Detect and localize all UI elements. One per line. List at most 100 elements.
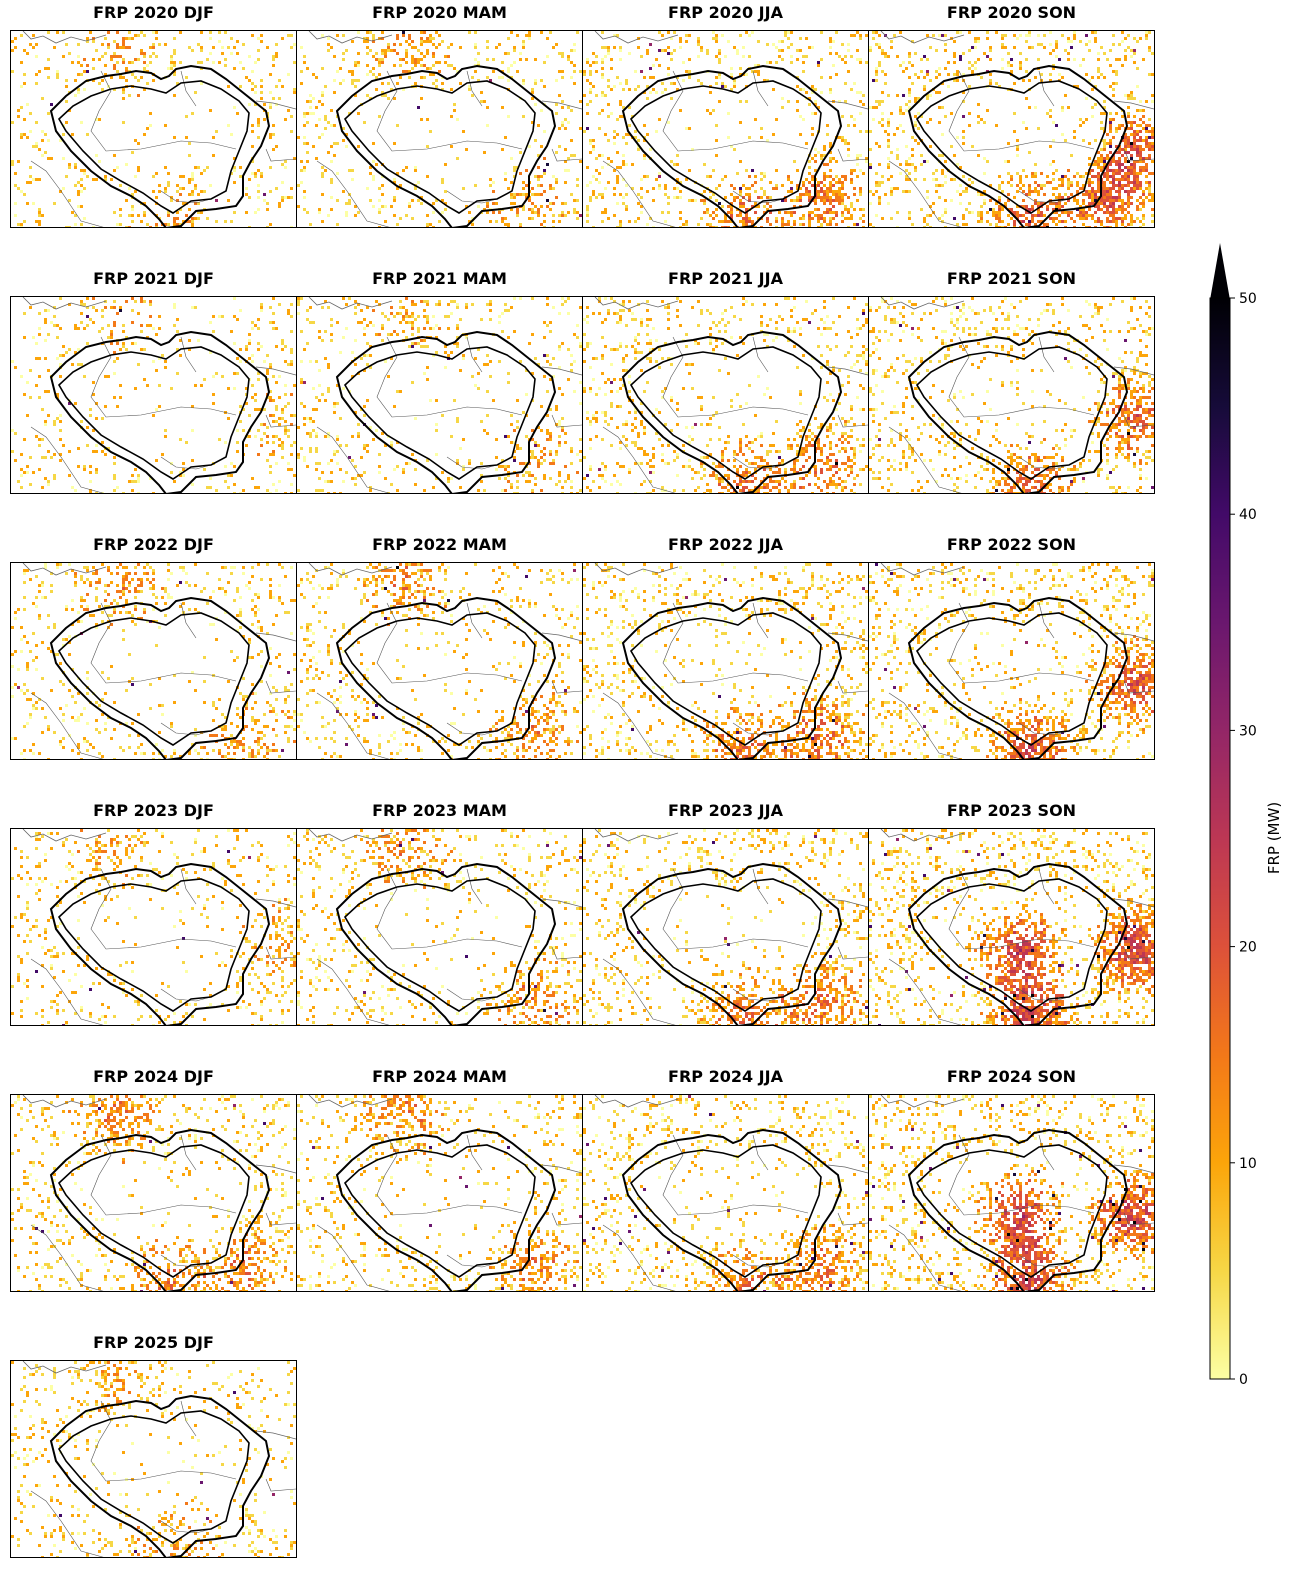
fire-pixels bbox=[11, 1361, 296, 1557]
frp-map bbox=[11, 563, 296, 759]
panel-title: FRP 2023 MAM bbox=[372, 801, 507, 820]
frp-map bbox=[11, 1361, 296, 1557]
basin-outer-boundary bbox=[49, 1128, 271, 1291]
basin-outer-boundary bbox=[907, 64, 1129, 227]
country-borders bbox=[602, 602, 868, 759]
panel-title: FRP 2021 SON bbox=[946, 269, 1077, 288]
basin-outer-boundary bbox=[49, 64, 271, 227]
frp-map bbox=[869, 297, 1154, 493]
basin-inner-boundary bbox=[629, 612, 822, 746]
country-borders bbox=[888, 602, 1154, 759]
country-borders bbox=[30, 602, 296, 759]
basin-inner-boundary bbox=[343, 878, 536, 1012]
country-borders bbox=[602, 1134, 868, 1291]
panel-title: FRP 2024 SON bbox=[946, 1067, 1077, 1086]
basin-outer-boundary bbox=[335, 64, 557, 227]
basin-inner-boundary bbox=[57, 878, 250, 1012]
basin-inner-boundary bbox=[343, 612, 536, 746]
coastline bbox=[308, 563, 582, 642]
fire-pixels bbox=[583, 563, 868, 759]
basin-outer-boundary bbox=[907, 330, 1129, 493]
colorbar-svg: 0 10 20 30 40 50 FRP (MW) bbox=[1209, 243, 1283, 1388]
basin-outer-boundary bbox=[621, 862, 843, 1025]
panel-title: FRP 2023 SON bbox=[946, 801, 1077, 820]
fire-pixels bbox=[11, 1095, 296, 1291]
basin-inner-boundary bbox=[915, 346, 1108, 480]
coastline bbox=[22, 563, 296, 642]
coastline bbox=[594, 1095, 868, 1174]
colorbar-extend-arrow bbox=[1210, 243, 1230, 300]
map-frame bbox=[582, 30, 869, 228]
basin-inner-boundary bbox=[57, 1144, 250, 1278]
frp-map bbox=[583, 563, 868, 759]
frp-map bbox=[583, 1095, 868, 1291]
coastline bbox=[594, 31, 868, 110]
map-frame bbox=[296, 828, 583, 1026]
map-frame bbox=[10, 562, 297, 760]
frp-map bbox=[297, 297, 582, 493]
map-frame bbox=[296, 1094, 583, 1292]
colorbar-tick-label: 20 bbox=[1239, 940, 1257, 956]
colorbar-gradient bbox=[1209, 297, 1231, 1380]
fire-pixels bbox=[11, 297, 296, 493]
map-frame bbox=[868, 30, 1155, 228]
frp-map bbox=[869, 31, 1154, 227]
country-borders bbox=[888, 868, 1154, 1025]
panel-title: FRP 2021 DJF bbox=[93, 269, 214, 288]
basin-inner-boundary bbox=[629, 346, 822, 480]
basin-outer-boundary bbox=[49, 596, 271, 759]
coastline bbox=[880, 31, 1154, 110]
panel-title: FRP 2020 DJF bbox=[93, 3, 214, 22]
country-borders bbox=[316, 1134, 582, 1291]
colorbar-tick-label: 50 bbox=[1239, 291, 1257, 307]
coastline bbox=[22, 1361, 296, 1440]
coastline bbox=[308, 31, 582, 110]
frp-map bbox=[869, 829, 1154, 1025]
basin-inner-boundary bbox=[629, 80, 822, 214]
basin-outer-boundary bbox=[49, 330, 271, 493]
panel-title: FRP 2024 JJA bbox=[668, 1067, 783, 1086]
frp-map bbox=[297, 829, 582, 1025]
map-frame bbox=[582, 296, 869, 494]
panel-title: FRP 2023 DJF bbox=[93, 801, 214, 820]
map-frame bbox=[10, 828, 297, 1026]
country-borders bbox=[30, 1400, 296, 1557]
colorbar-tick-label: 40 bbox=[1239, 507, 1257, 523]
coastline bbox=[308, 297, 582, 376]
basin-outer-boundary bbox=[49, 862, 271, 1025]
basin-inner-boundary bbox=[57, 80, 250, 214]
country-borders bbox=[316, 868, 582, 1025]
fire-pixels bbox=[583, 1095, 868, 1291]
coastline bbox=[880, 297, 1154, 376]
panel-title: FRP 2025 DJF bbox=[93, 1333, 214, 1352]
country-borders bbox=[30, 1134, 296, 1291]
basin-outer-boundary bbox=[907, 1128, 1129, 1291]
basin-outer-boundary bbox=[49, 1394, 271, 1557]
map-frame bbox=[10, 1094, 297, 1292]
country-borders bbox=[888, 70, 1154, 227]
basin-outer-boundary bbox=[621, 330, 843, 493]
panel-title: FRP 2022 JJA bbox=[668, 535, 783, 554]
panel-title: FRP 2020 JJA bbox=[668, 3, 783, 22]
country-borders bbox=[30, 70, 296, 227]
coastline bbox=[880, 1095, 1154, 1174]
coastline bbox=[880, 829, 1154, 908]
basin-outer-boundary bbox=[335, 1128, 557, 1291]
frp-map bbox=[297, 31, 582, 227]
map-frame bbox=[868, 828, 1155, 1026]
frp-map bbox=[583, 829, 868, 1025]
country-borders bbox=[888, 336, 1154, 493]
basin-inner-boundary bbox=[915, 1144, 1108, 1278]
fire-pixels bbox=[869, 563, 1154, 759]
basin-outer-boundary bbox=[621, 64, 843, 227]
panel-title: FRP 2022 DJF bbox=[93, 535, 214, 554]
country-borders bbox=[30, 868, 296, 1025]
country-borders bbox=[888, 1134, 1154, 1291]
panel-title: FRP 2022 MAM bbox=[372, 535, 507, 554]
basin-inner-boundary bbox=[57, 612, 250, 746]
frp-map bbox=[583, 297, 868, 493]
basin-inner-boundary bbox=[343, 80, 536, 214]
coastline bbox=[22, 829, 296, 908]
coastline bbox=[308, 829, 582, 908]
fire-pixels bbox=[11, 829, 296, 1025]
